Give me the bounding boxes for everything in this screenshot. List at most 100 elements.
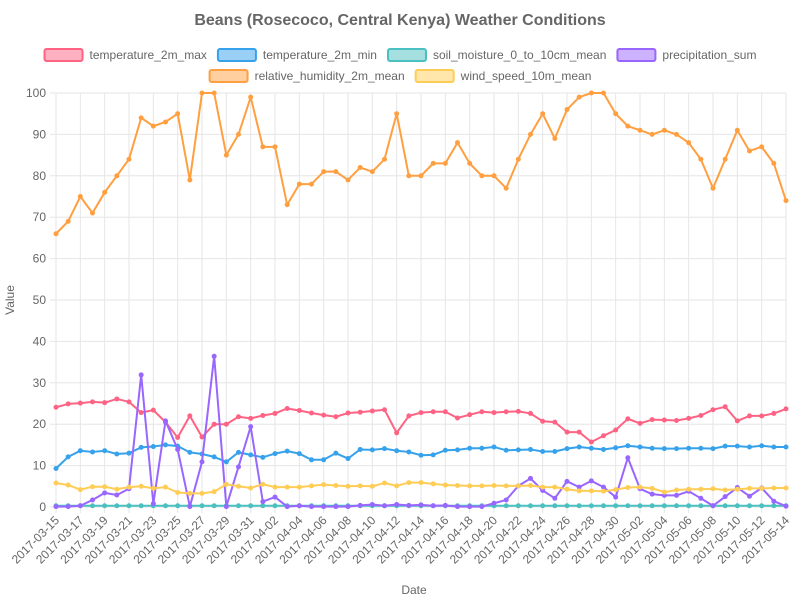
data-point <box>114 173 120 179</box>
data-point <box>442 502 448 508</box>
data-point <box>236 414 241 420</box>
data-point <box>479 504 485 510</box>
legend-item-relative_humidity_2m_mean[interactable]: relative_humidity_2m_mean <box>208 69 405 83</box>
legend-swatch <box>414 69 455 83</box>
data-point <box>418 502 424 508</box>
series-temperature_2m_max <box>53 396 789 445</box>
data-point <box>430 503 436 509</box>
data-point <box>394 448 400 454</box>
data-point <box>674 131 679 137</box>
y-axis-label: Value <box>3 285 17 315</box>
data-point <box>406 480 412 486</box>
data-point <box>394 430 400 436</box>
data-point <box>321 482 327 488</box>
data-point <box>503 497 509 503</box>
data-point <box>53 231 59 237</box>
data-point <box>150 501 156 507</box>
data-point <box>491 173 497 179</box>
data-point <box>248 94 254 100</box>
data-point <box>309 410 314 416</box>
data-point <box>455 504 460 510</box>
y-tick-label: 50 <box>33 293 47 307</box>
data-point <box>199 503 205 509</box>
data-point <box>564 486 570 492</box>
data-point <box>102 490 108 496</box>
data-point <box>442 447 448 453</box>
data-point <box>552 419 558 425</box>
data-point <box>284 405 290 411</box>
data-point <box>248 503 254 509</box>
data-point <box>90 210 95 216</box>
data-point <box>345 483 351 489</box>
data-point <box>747 148 752 154</box>
data-point <box>223 152 229 158</box>
data-point <box>223 421 229 427</box>
data-point <box>102 189 108 195</box>
legend-item-precipitation_sum[interactable]: precipitation_sum <box>616 48 756 62</box>
data-point <box>710 486 716 492</box>
data-point <box>479 409 485 415</box>
data-point <box>296 451 302 457</box>
data-point <box>65 482 71 488</box>
data-point <box>309 181 314 187</box>
legend-item-wind_speed_10m_mean[interactable]: wind_speed_10m_mean <box>414 69 592 83</box>
data-point <box>382 503 387 509</box>
data-point <box>163 484 168 490</box>
data-point <box>272 494 278 500</box>
data-point <box>442 409 448 415</box>
data-point <box>260 503 266 509</box>
data-point <box>126 450 132 456</box>
data-point <box>369 408 375 414</box>
data-point <box>382 480 387 486</box>
legend-item-soil_moisture_0_to_10cm_mean[interactable]: soil_moisture_0_to_10cm_mean <box>386 48 606 62</box>
data-point <box>491 500 497 506</box>
data-point <box>686 415 692 421</box>
data-point <box>771 503 777 509</box>
data-point <box>686 140 692 146</box>
data-point <box>722 443 728 449</box>
data-point <box>698 156 704 162</box>
data-point <box>199 434 205 440</box>
series-precipitation_sum <box>53 353 789 510</box>
data-point <box>467 412 473 418</box>
data-point <box>467 160 473 166</box>
data-point <box>53 465 59 471</box>
data-point <box>576 488 582 494</box>
y-tick-label: 100 <box>26 86 46 100</box>
data-point <box>102 448 108 454</box>
data-point <box>552 503 558 509</box>
data-point <box>771 498 777 504</box>
data-point <box>528 410 533 416</box>
data-point <box>309 483 314 489</box>
legend-item-temperature_2m_max[interactable]: temperature_2m_max <box>43 48 207 62</box>
data-point <box>406 413 412 419</box>
data-point <box>455 482 460 488</box>
data-point <box>418 452 424 458</box>
data-point <box>552 484 558 490</box>
data-point <box>211 489 217 495</box>
data-point <box>528 131 533 137</box>
data-point <box>430 481 436 487</box>
data-point <box>114 396 120 402</box>
data-point <box>211 421 217 427</box>
data-point <box>576 444 582 450</box>
legend-label: soil_moisture_0_to_10cm_mean <box>433 48 606 62</box>
data-point <box>211 353 217 359</box>
data-point <box>90 497 95 503</box>
data-point <box>759 443 765 449</box>
data-point <box>345 410 351 416</box>
data-point <box>138 483 144 489</box>
data-point <box>601 503 606 509</box>
data-point <box>345 177 351 183</box>
y-tick-label: 10 <box>33 459 47 473</box>
data-point <box>260 454 266 460</box>
data-point <box>710 503 716 509</box>
data-point <box>138 444 144 450</box>
y-tick-label: 80 <box>33 169 47 183</box>
data-point <box>564 429 570 435</box>
data-point <box>686 486 692 492</box>
data-point <box>248 452 254 458</box>
legend-item-temperature_2m_min[interactable]: temperature_2m_min <box>216 48 377 62</box>
data-point <box>150 444 156 450</box>
data-point <box>698 445 704 451</box>
